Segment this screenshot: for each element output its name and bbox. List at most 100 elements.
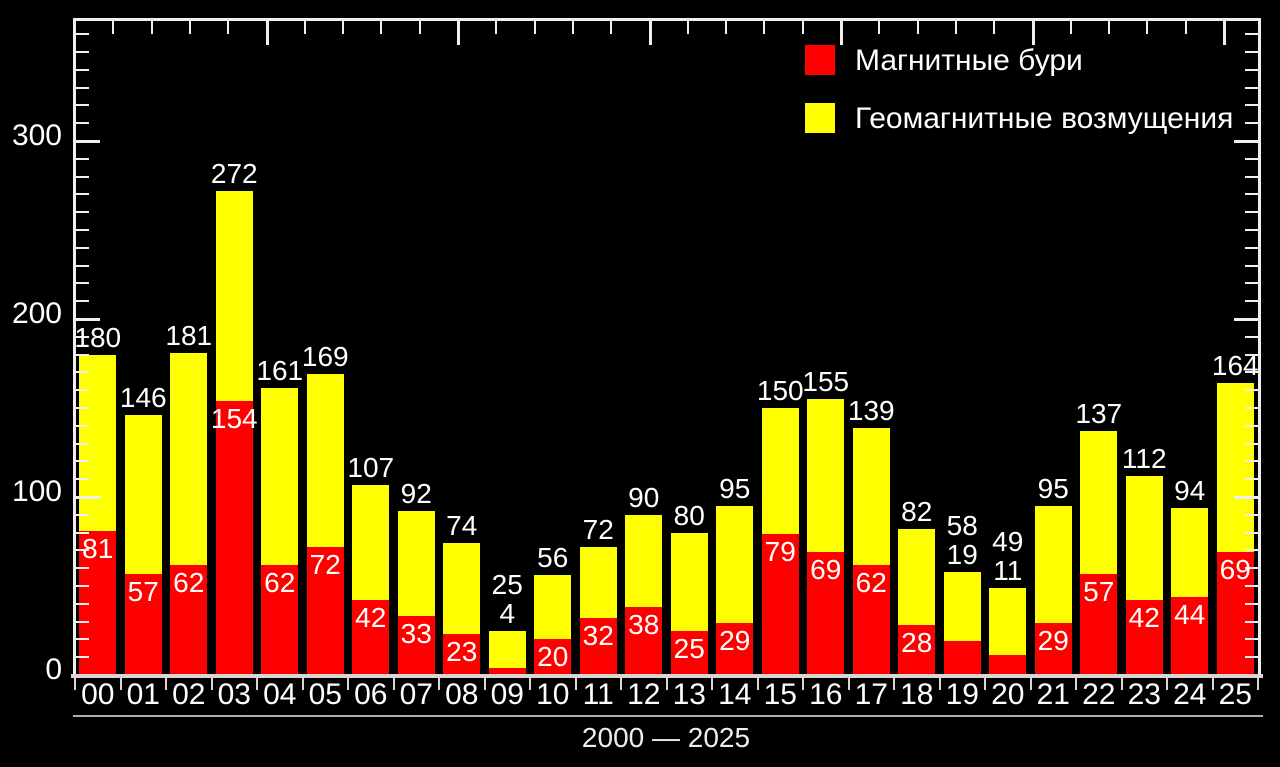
y-axis-tick-left	[76, 300, 89, 303]
x-axis-tick	[301, 678, 304, 690]
y-axis-tick-right	[1234, 139, 1258, 143]
y-axis-tick-right	[1245, 567, 1258, 570]
y-axis-tick-left	[76, 460, 89, 463]
bar-total-label-11: 72	[582, 513, 614, 545]
y-axis-tick-left	[76, 282, 89, 285]
x-axis-category-label-04: 04	[263, 678, 297, 711]
y-axis-tick-right	[1245, 353, 1258, 356]
y-axis-tick-left	[76, 68, 89, 71]
bar-storms-label-14: 29	[719, 625, 751, 657]
top-axis-tick	[1031, 21, 1035, 45]
y-axis-tick-right	[1245, 51, 1258, 53]
top-axis-tick	[571, 21, 574, 34]
x-axis-category-label-05: 05	[308, 678, 342, 711]
x-axis-tick	[1211, 678, 1214, 690]
top-axis-tick	[188, 21, 191, 34]
bar-segment-storms-15	[761, 534, 799, 675]
y-axis-tick-label: 300	[11, 119, 62, 152]
x-axis-tick	[984, 678, 986, 690]
top-axis-tick	[150, 21, 153, 34]
bar-segment-storms-03	[215, 400, 253, 675]
y-axis-tick-left	[76, 157, 89, 160]
x-axis-category-label-00: 00	[81, 678, 115, 711]
x-axis-category-label-12: 12	[627, 678, 661, 711]
y-axis-tick-left	[76, 211, 89, 214]
x-axis-tick	[165, 678, 167, 690]
left-spine	[73, 18, 76, 678]
bar-segment-storms-24	[1171, 596, 1209, 675]
x-axis-tick	[438, 678, 440, 690]
top-axis-tick	[916, 21, 919, 34]
bar-total-label-03: 272	[210, 157, 258, 189]
x-axis-tick	[1029, 678, 1032, 690]
y-axis-tick-right	[1245, 531, 1258, 534]
bar-storms-label-13: 25	[673, 632, 705, 664]
bar-storms-label-00: 81	[82, 532, 114, 564]
bar-storms-label-03: 154	[210, 402, 258, 434]
bar-total-label-14: 95	[719, 472, 751, 504]
top-axis-tick	[610, 21, 613, 34]
x-axis-tick	[711, 678, 713, 690]
y-axis-tick-right	[1245, 211, 1258, 214]
bar-storms-label-24: 44	[1174, 598, 1206, 630]
x-axis-category-label-01: 01	[126, 678, 160, 711]
y-axis-tick-left	[76, 264, 89, 267]
y-axis-tick-right	[1245, 300, 1258, 303]
right-spine	[1258, 18, 1261, 678]
bar-segment-storms-12	[625, 607, 663, 675]
x-axis-tick	[210, 678, 213, 690]
x-axis-category-label-10: 10	[536, 678, 570, 711]
y-axis-tick-right	[1245, 122, 1258, 125]
top-axis-tick	[1108, 21, 1111, 34]
bar-total-label-25: 164	[1211, 350, 1259, 382]
x-axis-tick	[483, 678, 486, 690]
x-axis-category-label-14: 14	[718, 678, 752, 711]
y-axis-tick-right	[1245, 68, 1258, 71]
bar-total-label-22: 137	[1075, 398, 1123, 430]
y-axis-tick-left	[76, 407, 89, 409]
bar-segment-storms-06	[352, 600, 390, 675]
bar-segment-storms-07	[397, 616, 435, 675]
y-axis-tick-left	[76, 122, 89, 125]
y-axis-tick-right	[1245, 424, 1258, 427]
bar-storms-label-23: 42	[1128, 602, 1160, 634]
y-axis-tick-left	[76, 175, 89, 178]
x-axis-line	[71, 674, 1263, 678]
bar-segment-storms-09	[488, 667, 526, 675]
bar-total-label-15: 150	[756, 375, 804, 406]
legend-item-magnetic-storms: Магнитные бури	[805, 45, 1083, 76]
x-axis-category-label-24: 24	[1173, 678, 1207, 711]
y-axis-tick-right	[1245, 264, 1258, 267]
y-axis-tick-right	[1245, 86, 1258, 89]
bar-storms-label-15: 79	[764, 536, 796, 568]
bar-total-label-05: 169	[301, 341, 349, 373]
y-axis-tick-right	[1245, 620, 1258, 623]
bar-total-label-08: 74	[446, 510, 478, 542]
x-axis-tick	[620, 678, 622, 690]
y-axis-tick-left	[76, 602, 89, 605]
x-axis-category-label-19: 19	[945, 678, 979, 711]
x-axis-tick	[1257, 678, 1259, 690]
bar-storms-label-07: 33	[400, 618, 432, 650]
bar-segment-storms-01	[124, 573, 162, 675]
x-axis-category-label-06: 06	[354, 678, 388, 711]
x-axis-tick	[256, 678, 258, 690]
y-axis-tick-left	[76, 531, 89, 534]
x-axis-category-label-09: 09	[490, 678, 524, 711]
bar-storms-label-11: 32	[582, 620, 614, 652]
bar-segment-storms-20	[989, 655, 1027, 675]
x-axis-tick	[665, 678, 668, 690]
bar-total-label-17: 139	[847, 394, 895, 426]
y-axis-tick-right	[1245, 638, 1258, 641]
bar-storms-label-18: 28	[901, 627, 933, 659]
y-axis-tick-left	[76, 317, 100, 321]
x-axis-category-label-25: 25	[1218, 678, 1252, 711]
y-axis-tick-right	[1245, 229, 1258, 231]
top-axis-tick	[763, 21, 766, 34]
bar-segment-storms-17	[852, 564, 890, 675]
bar-total-label-13: 80	[673, 499, 705, 531]
x-axis-tick	[392, 678, 395, 690]
y-axis-tick-right	[1245, 282, 1258, 285]
y-axis-tick-left	[76, 193, 89, 196]
